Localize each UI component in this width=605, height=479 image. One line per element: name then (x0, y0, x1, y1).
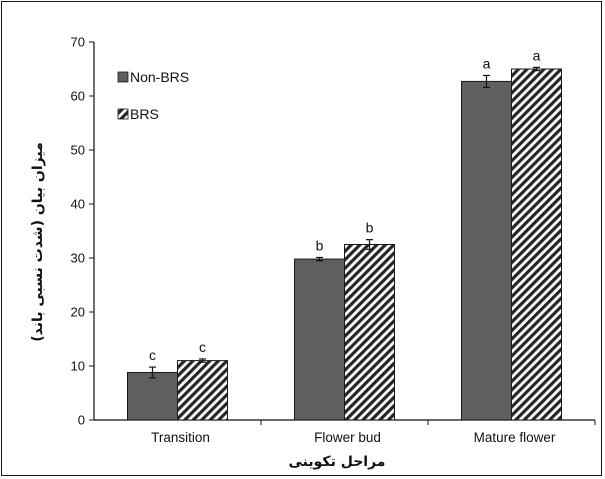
legend-swatch (117, 71, 129, 83)
y-tick-label: 50 (71, 143, 85, 158)
x-axis-label: مراحل تکوینی (289, 454, 386, 470)
significance-label: b (316, 237, 324, 253)
legend-swatch (117, 108, 129, 120)
bar-brs (344, 244, 395, 421)
bar-non-brs (294, 258, 345, 421)
y-tick-label: 70 (71, 35, 85, 50)
y-tick-label: 10 (71, 359, 85, 374)
y-tick-label: 0 (78, 413, 85, 428)
bars: c c b b a a (127, 47, 562, 421)
x-tick-label: Transition (151, 430, 210, 445)
bar-non-brs (127, 371, 178, 421)
legend-label: BRS (130, 106, 159, 122)
significance-label: a (533, 47, 541, 63)
x-tick-label: Flower bud (314, 430, 381, 445)
y-axis-label: میزان بیان (شدت نسبی باند) (30, 142, 46, 341)
bar-brs (511, 68, 562, 421)
y-tick-label: 30 (71, 251, 85, 266)
bar-non-brs (461, 80, 512, 421)
legend: Non-BRS BRS (117, 69, 189, 122)
significance-label: b (366, 220, 374, 236)
y-tick-label: 40 (71, 197, 85, 212)
y-tick-label: 60 (71, 89, 85, 104)
bar-brs (177, 360, 228, 421)
x-tick-label: Mature flower (474, 430, 556, 445)
legend-label: Non-BRS (130, 69, 189, 85)
significance-label: c (199, 339, 206, 355)
significance-label: c (149, 347, 156, 363)
significance-label: a (483, 55, 491, 71)
y-tick-label: 20 (71, 305, 85, 320)
